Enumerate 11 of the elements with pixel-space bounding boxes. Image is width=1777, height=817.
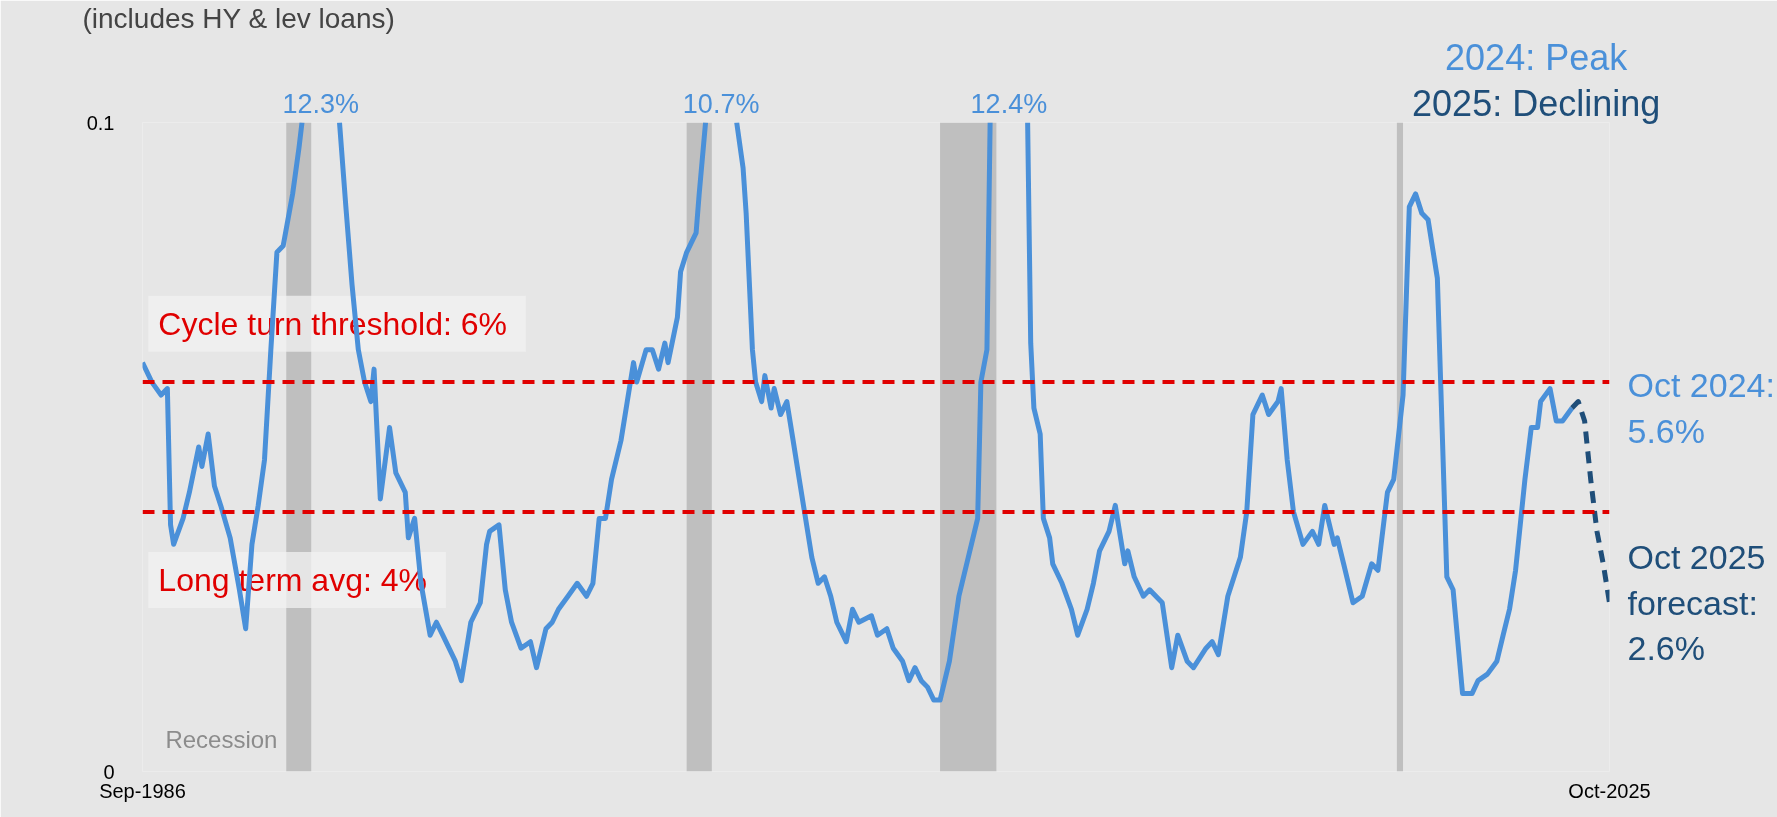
text: 12.3% — [282, 88, 360, 119]
annotation: Oct 2024: 5.6% — [1627, 366, 1775, 450]
chart-title: (includes HY & lev loans) — [82, 2, 395, 34]
band-label: Recession — [165, 725, 278, 753]
text: 12.4% — [970, 88, 1048, 119]
y-tick-label: 0.1 — [86, 111, 115, 134]
text: 2025: Declining — [1412, 82, 1661, 124]
text: 10.7% — [682, 88, 760, 119]
x-tick-label: Oct-2025 — [1568, 779, 1651, 802]
annotation: Oct 2025 forecast: 2.6% — [1627, 538, 1766, 668]
text: 2024: Peak — [1445, 36, 1629, 78]
